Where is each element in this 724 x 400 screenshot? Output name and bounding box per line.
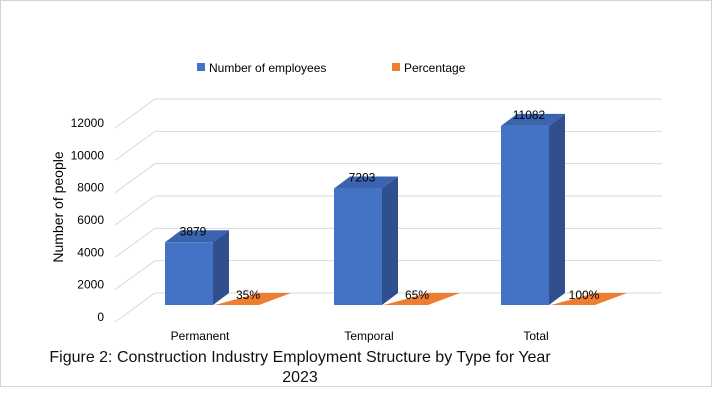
legend-swatch-percentage <box>392 63 400 71</box>
legend: Number of employees Percentage <box>197 61 466 75</box>
figure-caption: Figure 2: Construction Industry Employme… <box>0 348 600 388</box>
y-tick-label: 0 <box>97 310 104 324</box>
y-tick-label: 10000 <box>71 148 105 162</box>
bar-employees-top <box>334 176 398 189</box>
gridline <box>114 227 662 258</box>
bar-percentage <box>384 293 460 305</box>
data-label-percentage: 65% <box>405 288 429 302</box>
y-tick-label: 4000 <box>77 245 104 259</box>
bar-employees-top <box>165 230 229 243</box>
caption-line-2: 2023 <box>282 369 318 386</box>
gridline <box>114 195 662 226</box>
y-tick-label: 6000 <box>77 213 104 227</box>
y-tick-label: 8000 <box>77 181 104 195</box>
bar-employees-side <box>382 176 398 305</box>
legend-label-percentage: Percentage <box>404 61 466 75</box>
bar-percentage <box>551 293 627 305</box>
data-label-employees: 7203 <box>349 171 376 185</box>
data-label-percentage: 35% <box>236 288 260 302</box>
gridlines <box>114 98 662 323</box>
gridline <box>114 130 662 161</box>
data-label-percentage: 100% <box>569 288 600 302</box>
legend-swatch-employees <box>197 63 205 71</box>
bar-percentage <box>215 293 291 305</box>
data-labels: 3879 35% 7203 65% 11082 100% <box>180 108 600 302</box>
y-tick-label: 2000 <box>77 278 104 292</box>
gridline <box>114 260 662 291</box>
y-axis-ticks: 0 2000 4000 6000 8000 10000 12000 <box>71 116 105 324</box>
x-tick-label: Total <box>523 329 548 343</box>
legend-label-employees: Number of employees <box>209 61 326 75</box>
bar-employees <box>501 125 549 305</box>
y-tick-label: 12000 <box>71 116 105 130</box>
caption-line-1: Figure 2: Construction Industry Employme… <box>49 349 551 366</box>
data-label-employees: 11082 <box>513 108 546 122</box>
x-tick-label: Temporal <box>344 329 393 343</box>
bar-employees-side <box>213 230 229 305</box>
bar-employees <box>334 188 382 305</box>
gridline <box>114 163 662 194</box>
gridline <box>114 292 662 323</box>
x-axis-ticks: Permanent Temporal Total <box>171 329 549 343</box>
gridline <box>114 98 662 129</box>
y-axis-label: Number of people <box>50 151 66 263</box>
data-label-employees: 3879 <box>180 224 207 238</box>
bar-employees-side <box>549 113 565 305</box>
bar-employees-top <box>501 113 565 126</box>
bar-employees <box>165 242 213 305</box>
bars <box>165 113 627 305</box>
x-tick-label: Permanent <box>171 329 230 343</box>
